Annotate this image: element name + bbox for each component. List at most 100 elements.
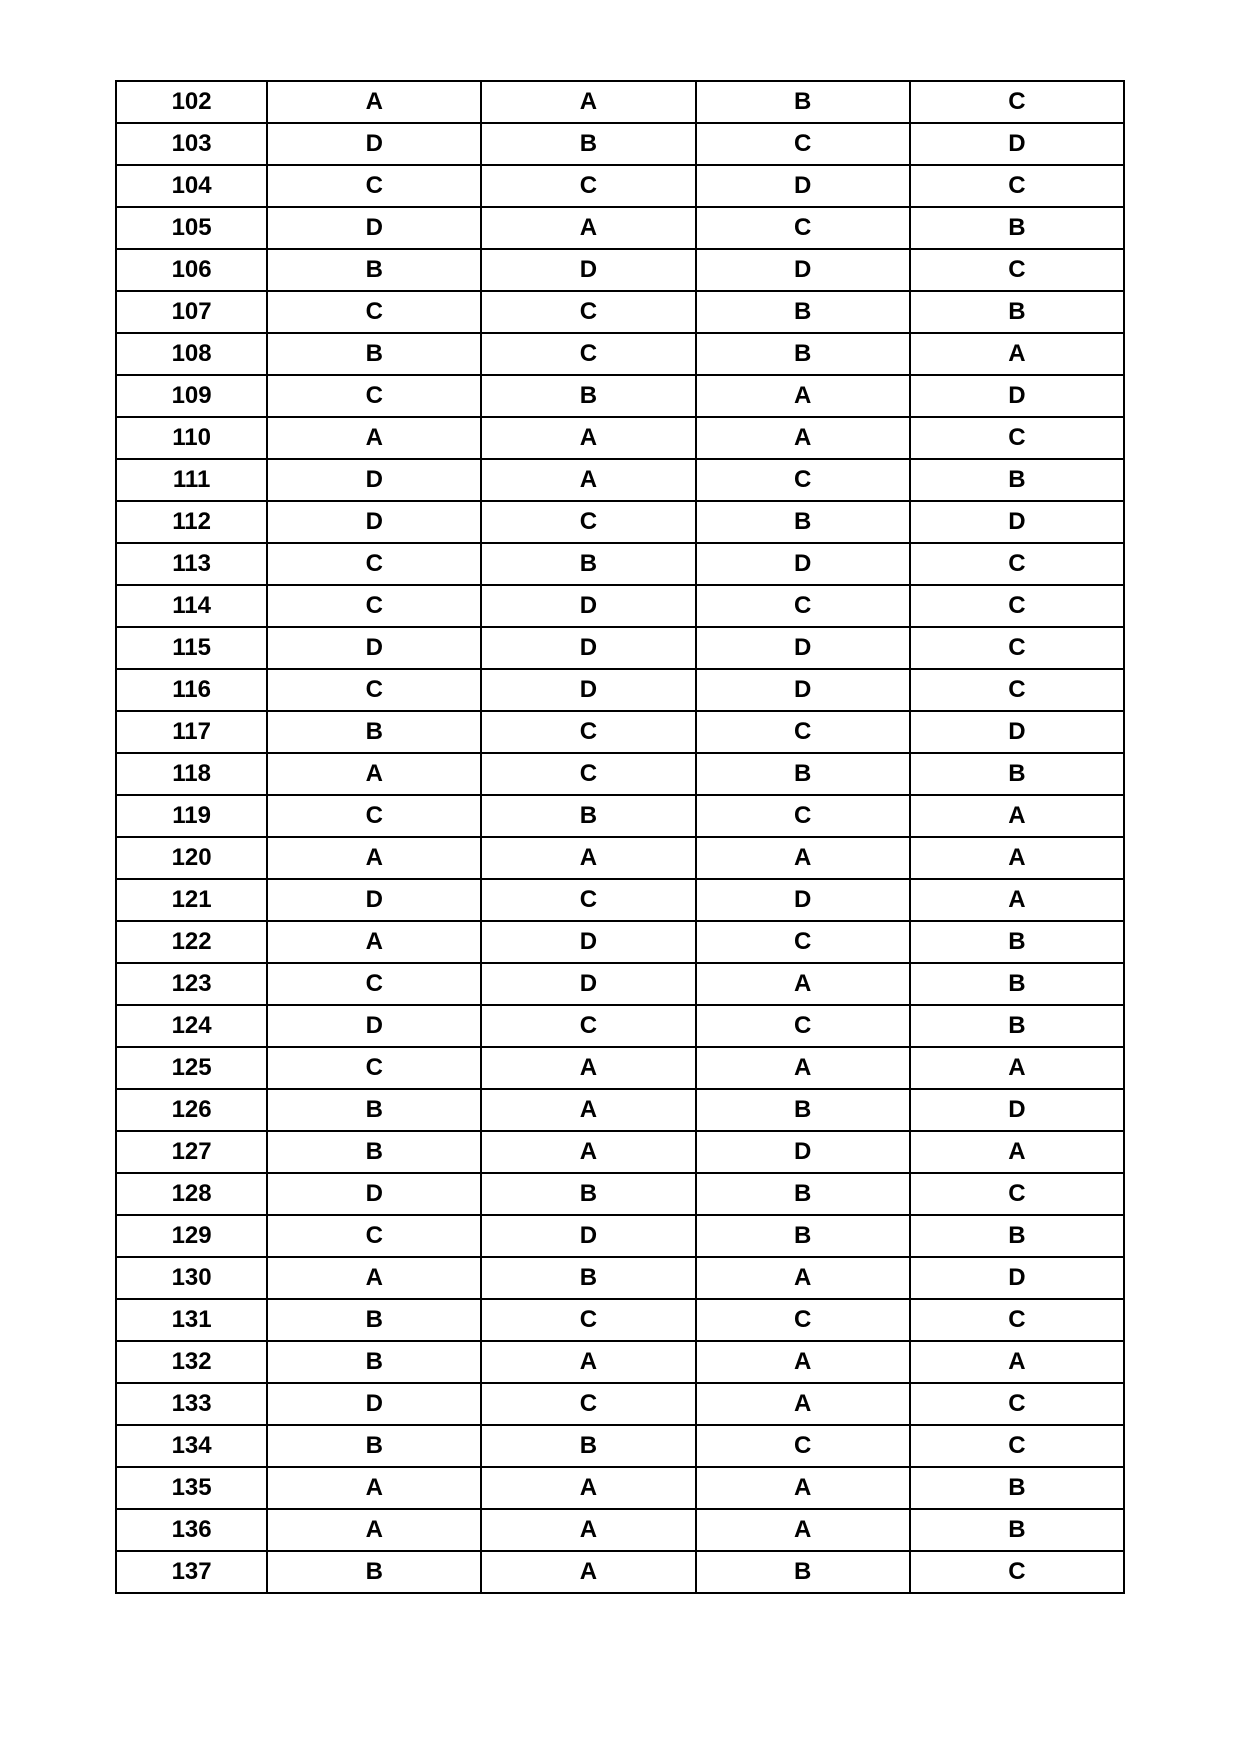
table-row: 105DACB bbox=[116, 207, 1124, 249]
answer-cell: A bbox=[481, 1467, 695, 1509]
answer-cell: D bbox=[696, 543, 910, 585]
answer-cell: D bbox=[481, 627, 695, 669]
question-number-cell: 122 bbox=[116, 921, 267, 963]
answer-cell: C bbox=[267, 165, 481, 207]
table-row: 136AAAB bbox=[116, 1509, 1124, 1551]
answer-cell: C bbox=[481, 711, 695, 753]
answer-cell: C bbox=[696, 795, 910, 837]
answer-cell: B bbox=[267, 711, 481, 753]
question-number-cell: 116 bbox=[116, 669, 267, 711]
table-row: 134BBCC bbox=[116, 1425, 1124, 1467]
question-number-cell: 106 bbox=[116, 249, 267, 291]
answer-cell: A bbox=[910, 333, 1124, 375]
question-number-cell: 131 bbox=[116, 1299, 267, 1341]
answer-cell: C bbox=[910, 1383, 1124, 1425]
table-row: 126BABD bbox=[116, 1089, 1124, 1131]
question-number-cell: 126 bbox=[116, 1089, 267, 1131]
answer-cell: B bbox=[267, 1425, 481, 1467]
answer-cell: A bbox=[267, 417, 481, 459]
answer-cell: D bbox=[267, 1005, 481, 1047]
answer-cell: C bbox=[910, 1425, 1124, 1467]
answer-cell: C bbox=[267, 1047, 481, 1089]
table-row: 131BCCC bbox=[116, 1299, 1124, 1341]
answer-cell: B bbox=[696, 501, 910, 543]
answer-cell: B bbox=[696, 1173, 910, 1215]
answer-key-table-body: 102AABC103DBCD104CCDC105DACB106BDDC107CC… bbox=[116, 81, 1124, 1593]
answer-cell: A bbox=[910, 1047, 1124, 1089]
answer-cell: B bbox=[910, 921, 1124, 963]
question-number-cell: 115 bbox=[116, 627, 267, 669]
question-number-cell: 123 bbox=[116, 963, 267, 1005]
answer-cell: B bbox=[267, 1341, 481, 1383]
answer-cell: A bbox=[267, 837, 481, 879]
answer-cell: D bbox=[267, 1383, 481, 1425]
answer-cell: A bbox=[696, 1341, 910, 1383]
answer-cell: D bbox=[481, 249, 695, 291]
answer-cell: D bbox=[696, 627, 910, 669]
answer-cell: A bbox=[696, 417, 910, 459]
answer-cell: A bbox=[481, 837, 695, 879]
answer-cell: D bbox=[696, 879, 910, 921]
answer-cell: C bbox=[481, 1383, 695, 1425]
question-number-cell: 110 bbox=[116, 417, 267, 459]
answer-cell: A bbox=[910, 837, 1124, 879]
answer-cell: A bbox=[910, 879, 1124, 921]
answer-cell: C bbox=[696, 1005, 910, 1047]
answer-cell: C bbox=[481, 165, 695, 207]
table-row: 129CDBB bbox=[116, 1215, 1124, 1257]
answer-cell: D bbox=[696, 249, 910, 291]
table-row: 106BDDC bbox=[116, 249, 1124, 291]
question-number-cell: 117 bbox=[116, 711, 267, 753]
question-number-cell: 104 bbox=[116, 165, 267, 207]
question-number-cell: 109 bbox=[116, 375, 267, 417]
answer-cell: C bbox=[267, 1215, 481, 1257]
answer-cell: B bbox=[267, 1131, 481, 1173]
question-number-cell: 120 bbox=[116, 837, 267, 879]
answer-cell: B bbox=[910, 1509, 1124, 1551]
question-number-cell: 129 bbox=[116, 1215, 267, 1257]
answer-cell: B bbox=[910, 1467, 1124, 1509]
table-row: 115DDDC bbox=[116, 627, 1124, 669]
answer-cell: C bbox=[910, 1299, 1124, 1341]
answer-cell: A bbox=[910, 1131, 1124, 1173]
answer-cell: B bbox=[910, 207, 1124, 249]
answer-cell: A bbox=[267, 1257, 481, 1299]
answer-cell: A bbox=[481, 1047, 695, 1089]
answer-cell: A bbox=[481, 1131, 695, 1173]
answer-cell: B bbox=[267, 333, 481, 375]
answer-cell: A bbox=[481, 1509, 695, 1551]
answer-cell: D bbox=[481, 1215, 695, 1257]
question-number-cell: 121 bbox=[116, 879, 267, 921]
table-row: 111DACB bbox=[116, 459, 1124, 501]
table-row: 102AABC bbox=[116, 81, 1124, 123]
answer-cell: D bbox=[696, 1131, 910, 1173]
answer-cell: B bbox=[481, 543, 695, 585]
answer-cell: D bbox=[481, 585, 695, 627]
answer-cell: B bbox=[267, 1551, 481, 1593]
table-row: 114CDCC bbox=[116, 585, 1124, 627]
answer-cell: C bbox=[267, 963, 481, 1005]
answer-cell: B bbox=[696, 1215, 910, 1257]
answer-cell: B bbox=[481, 1257, 695, 1299]
answer-cell: A bbox=[910, 1341, 1124, 1383]
answer-cell: A bbox=[481, 1551, 695, 1593]
answer-cell: C bbox=[696, 459, 910, 501]
question-number-cell: 107 bbox=[116, 291, 267, 333]
table-row: 124DCCB bbox=[116, 1005, 1124, 1047]
answer-key-table: 102AABC103DBCD104CCDC105DACB106BDDC107CC… bbox=[115, 80, 1125, 1594]
answer-cell: A bbox=[696, 963, 910, 1005]
table-row: 133DCAC bbox=[116, 1383, 1124, 1425]
answer-cell: D bbox=[910, 123, 1124, 165]
question-number-cell: 118 bbox=[116, 753, 267, 795]
table-row: 104CCDC bbox=[116, 165, 1124, 207]
answer-cell: A bbox=[696, 1467, 910, 1509]
table-row: 135AAAB bbox=[116, 1467, 1124, 1509]
table-row: 122ADCB bbox=[116, 921, 1124, 963]
answer-cell: C bbox=[481, 753, 695, 795]
answer-cell: D bbox=[696, 165, 910, 207]
answer-key-table-container: 102AABC103DBCD104CCDC105DACB106BDDC107CC… bbox=[115, 80, 1125, 1754]
answer-cell: C bbox=[481, 333, 695, 375]
answer-cell: A bbox=[267, 1467, 481, 1509]
answer-cell: D bbox=[481, 963, 695, 1005]
answer-cell: A bbox=[910, 795, 1124, 837]
